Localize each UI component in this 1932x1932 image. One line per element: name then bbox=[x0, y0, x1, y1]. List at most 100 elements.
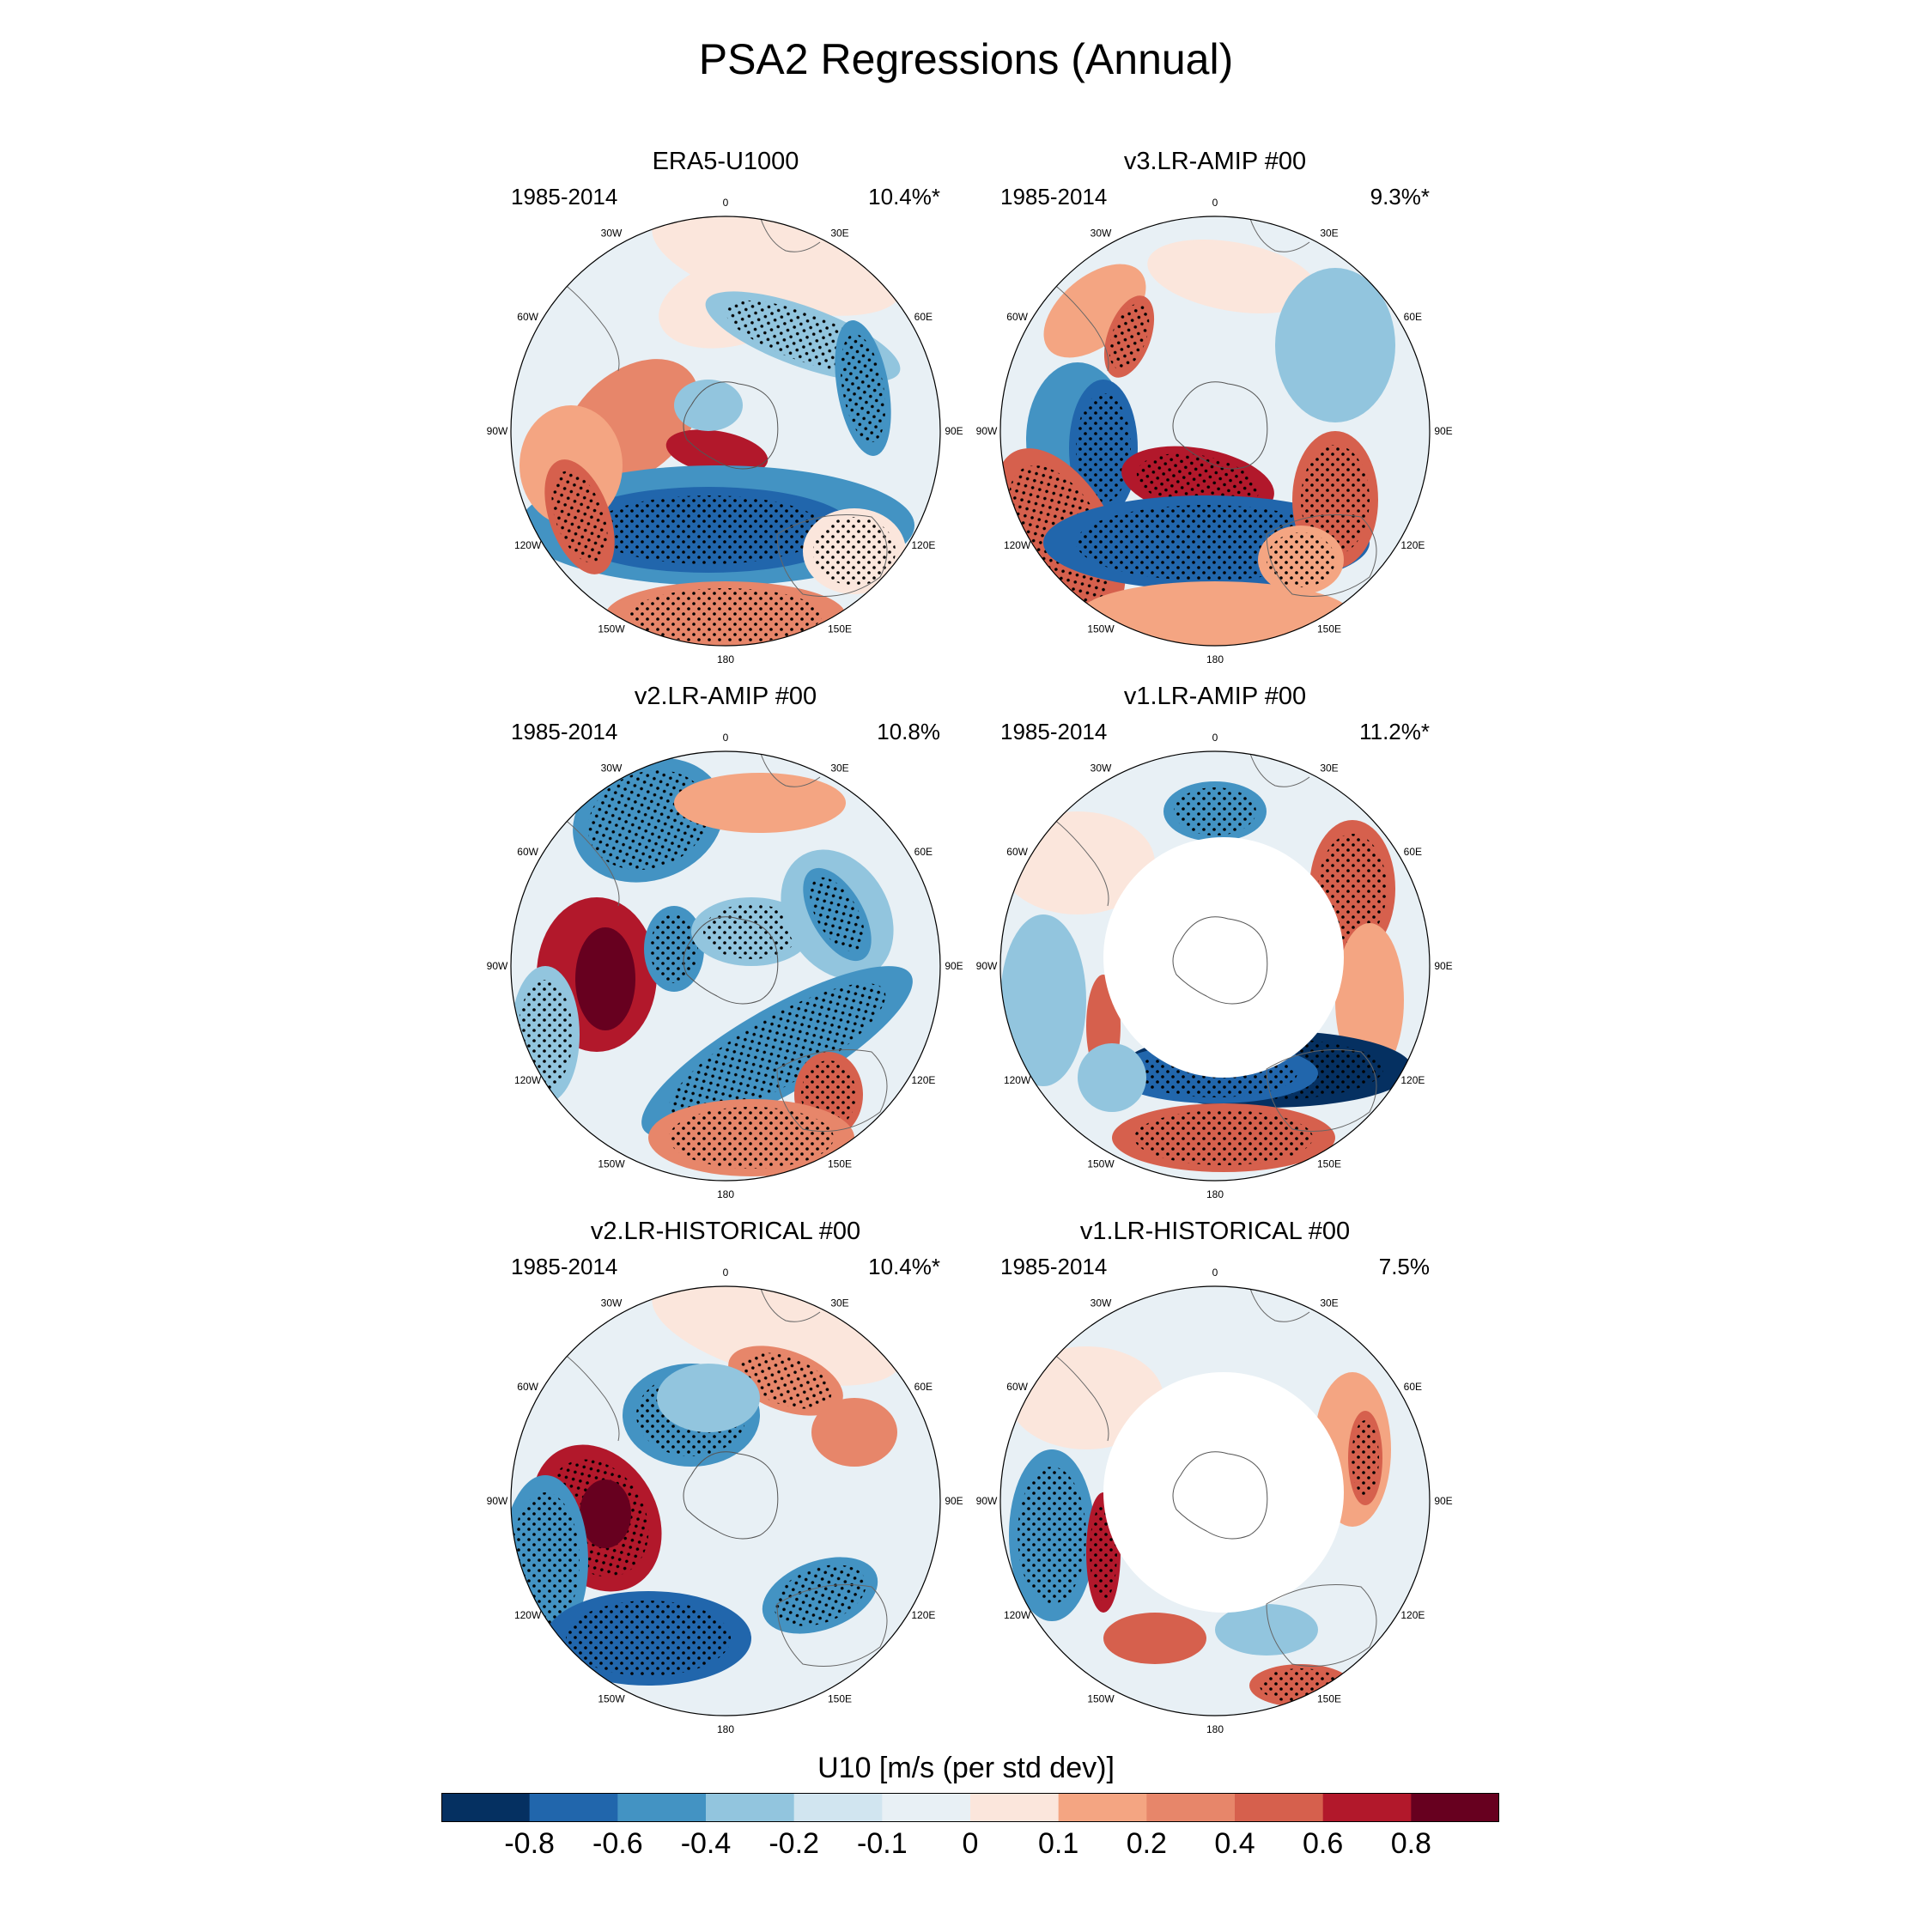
africa-outline bbox=[759, 1286, 821, 1322]
significance-stipple bbox=[566, 1601, 731, 1676]
south-america-outline bbox=[1042, 811, 1109, 907]
longitude-label: 150W bbox=[598, 623, 625, 635]
colorbar-segment bbox=[1322, 1793, 1412, 1822]
map-field bbox=[511, 216, 940, 646]
colorbar-tick-label: -0.1 bbox=[857, 1827, 908, 1860]
anomaly-region bbox=[674, 380, 743, 431]
colorbar-tick-label: 0.2 bbox=[1126, 1827, 1167, 1860]
longitude-label: 0 bbox=[723, 1267, 729, 1279]
longitude-label: 150E bbox=[1317, 1157, 1341, 1170]
longitude-label: 30E bbox=[830, 762, 848, 775]
map-boundary bbox=[510, 1285, 941, 1716]
antarctica-outline bbox=[1172, 916, 1268, 1005]
masked-region bbox=[1103, 1372, 1344, 1613]
panel-variance: 10.4%* bbox=[868, 184, 940, 210]
longitude-label: 120W bbox=[1004, 539, 1031, 551]
longitude-label: 90E bbox=[945, 1495, 963, 1507]
colorbar-tick-label: -0.2 bbox=[769, 1827, 819, 1860]
longitude-label: 60E bbox=[914, 846, 933, 858]
longitude-label: 120W bbox=[1004, 1609, 1031, 1621]
anomaly-region bbox=[674, 773, 846, 833]
longitude-label: 150E bbox=[828, 1692, 852, 1704]
colorbar-tick-label: -0.6 bbox=[592, 1827, 643, 1860]
colorbar-segment bbox=[970, 1793, 1060, 1822]
longitude-label: 90W bbox=[487, 1495, 508, 1507]
longitude-label: 30W bbox=[601, 228, 623, 240]
colorbar-segment bbox=[529, 1793, 618, 1822]
significance-stipple bbox=[592, 495, 825, 564]
longitude-label: 180 bbox=[717, 1723, 734, 1733]
polar-map: 0 30E 60E 90E 120E 150E 180 150W 120W 90W 60W 30W bbox=[487, 732, 963, 1198]
significance-stipple bbox=[1301, 445, 1370, 555]
longitude-label: 0 bbox=[1212, 732, 1218, 744]
significance-stipple bbox=[668, 983, 886, 1121]
anomaly-region bbox=[1078, 1043, 1146, 1112]
australia-outline bbox=[1266, 1049, 1377, 1132]
polar-map: 0 30E 60E 90E 120E 150E 180 150W 120W 90W 60W 30W bbox=[976, 732, 1453, 1198]
australia-outline bbox=[776, 1584, 888, 1667]
colorbar-segment bbox=[1235, 1793, 1324, 1822]
longitude-label: 90W bbox=[487, 960, 508, 972]
longitude-label: 30W bbox=[1091, 1297, 1112, 1309]
longitude-label: 30E bbox=[1320, 1297, 1338, 1309]
significance-stipple bbox=[774, 1564, 866, 1626]
colorbar-tick-label: 0 bbox=[962, 1827, 979, 1860]
significance-stipple bbox=[813, 517, 896, 586]
longitude-label: 180 bbox=[717, 653, 734, 663]
significance-stipple bbox=[739, 1352, 832, 1409]
africa-outline bbox=[1249, 1286, 1310, 1322]
map-boundary bbox=[999, 216, 1431, 647]
colorbar-tick-label: 0.1 bbox=[1038, 1827, 1079, 1860]
longitude-label: 150E bbox=[828, 1157, 852, 1170]
longitude-label: 90E bbox=[1434, 1495, 1452, 1507]
map-panel: 0 30E 60E 90E 120E 150E 180 150W 120W 90W 60W 30W v2… bbox=[485, 1218, 966, 1733]
longitude-label: 60E bbox=[1404, 846, 1422, 858]
polar-map: 0 30E 60E 90E 120E 150E 180 150W 120W 90W 60W 30W bbox=[487, 197, 963, 663]
anomaly-region bbox=[1009, 1346, 1163, 1449]
south-america-outline bbox=[553, 1346, 620, 1442]
significance-stipple bbox=[629, 588, 822, 643]
anomaly-region bbox=[811, 1398, 897, 1467]
panel-variance: 10.4%* bbox=[868, 1254, 940, 1279]
longitude-label: 150W bbox=[1087, 623, 1115, 635]
significance-stipple bbox=[551, 471, 608, 563]
longitude-label: 30W bbox=[1091, 762, 1112, 775]
antarctica-outline bbox=[683, 381, 779, 470]
longitude-label: 60W bbox=[1006, 846, 1028, 858]
antarctica-outline bbox=[1172, 381, 1268, 470]
longitude-label: 90E bbox=[945, 960, 963, 972]
colorbar-frame bbox=[441, 1793, 1499, 1822]
map-boundary bbox=[510, 216, 941, 647]
africa-outline bbox=[759, 216, 821, 252]
significance-stipple bbox=[1352, 1420, 1379, 1496]
longitude-label: 0 bbox=[723, 197, 729, 209]
longitude-label: 60W bbox=[1006, 311, 1028, 323]
anomaly-region bbox=[1215, 1604, 1318, 1656]
chart-title: PSA2 Regressions (Annual) bbox=[698, 35, 1234, 83]
longitude-label: 120W bbox=[1004, 1074, 1031, 1086]
significance-stipple bbox=[669, 1107, 834, 1169]
longitude-label: 30E bbox=[1320, 762, 1338, 775]
masked-region bbox=[1103, 837, 1344, 1078]
colorbar-segment bbox=[706, 1793, 795, 1822]
australia-outline bbox=[1266, 514, 1377, 597]
anomaly-region bbox=[1043, 264, 1146, 358]
antarctica-outline bbox=[683, 916, 779, 1005]
map-field bbox=[511, 751, 940, 1181]
antarctica-outline bbox=[683, 1451, 779, 1540]
longitude-label: 120E bbox=[1400, 1074, 1425, 1086]
longitude-label: 0 bbox=[723, 732, 729, 744]
anomaly-region bbox=[1147, 239, 1317, 314]
longitude-label: 150W bbox=[598, 1692, 625, 1704]
colorbar-tick-label: -0.4 bbox=[680, 1827, 732, 1860]
colorbar-segment bbox=[617, 1793, 707, 1822]
map-panel: 0 30E 60E 90E 120E 150E 180 150W 120W 90W 60W 30W ER… bbox=[485, 148, 966, 663]
significance-stipple bbox=[1076, 393, 1131, 503]
south-america-outline bbox=[553, 276, 620, 372]
longitude-label: 150W bbox=[1087, 1692, 1115, 1704]
colorbar bbox=[441, 1793, 1499, 1822]
longitude-label: 30E bbox=[1320, 228, 1338, 240]
longitude-label: 0 bbox=[1212, 197, 1218, 209]
longitude-label: 30E bbox=[830, 228, 848, 240]
longitude-label: 60E bbox=[914, 1381, 933, 1393]
